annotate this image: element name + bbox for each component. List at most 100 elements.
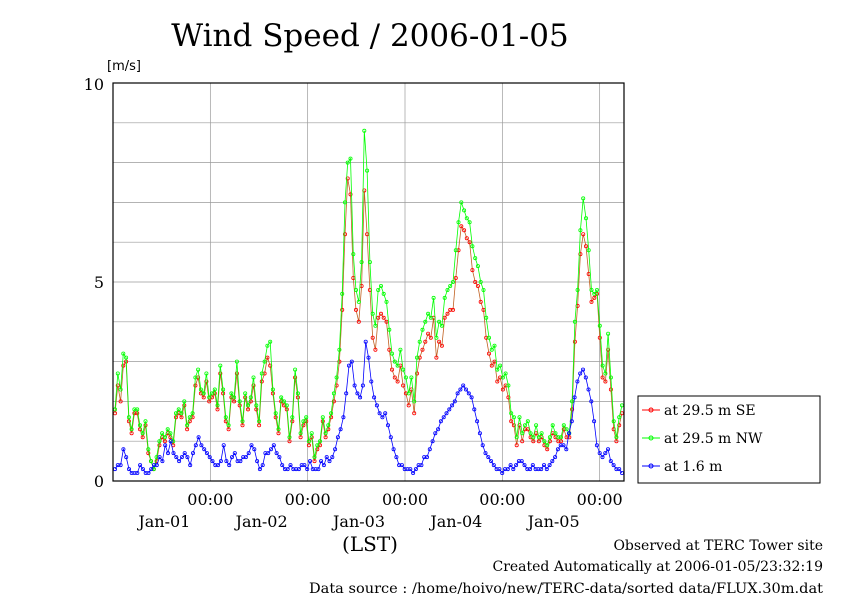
point-2-145 [516, 459, 521, 464]
point-2-53 [260, 463, 265, 468]
point-1-126 [462, 208, 467, 213]
point-1-54 [262, 359, 267, 364]
point-0-30 [196, 375, 201, 380]
point-2-23 [177, 459, 182, 464]
point-1-6 [129, 427, 134, 432]
point-2-85 [349, 359, 354, 364]
point-2-136 [491, 463, 496, 468]
point-2-73 [316, 467, 321, 472]
point-0-134 [484, 335, 489, 340]
point-0-128 [467, 240, 472, 245]
point-0-102 [395, 379, 400, 384]
point-0-79 [331, 399, 336, 404]
point-1-107 [409, 375, 414, 380]
point-2-16 [157, 455, 162, 460]
point-0-100 [389, 367, 394, 372]
point-2-3 [121, 447, 126, 452]
point-2-25 [182, 451, 187, 456]
point-0-3 [121, 363, 126, 368]
point-0-46 [240, 423, 245, 428]
point-0-6 [129, 431, 134, 436]
point-0-5 [126, 419, 131, 424]
point-1-153 [536, 435, 541, 440]
point-0-126 [462, 228, 467, 233]
point-1-97 [381, 291, 386, 296]
point-0-1 [115, 383, 120, 388]
point-1-33 [204, 371, 209, 376]
point-1-115 [431, 295, 436, 300]
point-1-113 [426, 311, 431, 316]
point-2-41 [227, 463, 232, 468]
point-2-99 [388, 435, 393, 440]
point-0-16 [157, 443, 162, 448]
point-1-109 [414, 355, 419, 360]
point-0-51 [254, 407, 259, 412]
point-2-149 [528, 467, 533, 472]
plot-frame [112, 82, 625, 482]
point-0-181 [614, 439, 619, 444]
point-1-44 [234, 359, 239, 364]
point-1-61 [281, 399, 286, 404]
point-1-167 [575, 287, 580, 292]
point-2-172 [592, 419, 597, 424]
point-2-111 [422, 455, 427, 460]
point-1-181 [614, 435, 619, 440]
point-0-130 [473, 279, 478, 284]
point-0-131 [475, 283, 480, 288]
point-0-28 [190, 415, 195, 420]
point-2-15 [154, 463, 159, 468]
point-1-131 [475, 264, 480, 269]
point-0-176 [600, 375, 605, 380]
point-0-173 [592, 295, 597, 300]
point-2-131 [477, 431, 482, 436]
point-1-20 [168, 431, 173, 436]
point-1-103 [398, 347, 403, 352]
point-0-161 [559, 439, 564, 444]
legend-marker-se [648, 407, 654, 413]
point-2-180 [614, 467, 619, 472]
point-0-175 [597, 335, 602, 340]
point-0-52 [257, 423, 262, 428]
point-1-160 [556, 435, 561, 440]
point-1-98 [384, 299, 389, 304]
point-2-158 [553, 455, 558, 460]
point-2-49 [249, 443, 254, 448]
point-2-2 [118, 463, 123, 468]
point-2-146 [519, 459, 524, 464]
point-1-52 [257, 419, 262, 424]
point-2-169 [583, 375, 588, 380]
point-0-112 [423, 339, 428, 344]
point-1-5 [126, 415, 131, 420]
point-2-101 [394, 455, 399, 460]
point-1-173 [592, 291, 597, 296]
point-1-93 [370, 311, 375, 316]
point-2-29 [193, 443, 198, 448]
point-0-72 [312, 459, 317, 464]
point-2-81 [338, 427, 343, 432]
point-0-116 [434, 355, 439, 360]
point-0-73 [315, 447, 320, 452]
point-1-28 [190, 411, 195, 416]
point-2-167 [578, 371, 583, 376]
point-0-68 [301, 423, 306, 428]
point-0-177 [603, 379, 608, 384]
point-2-39 [221, 443, 226, 448]
x-tick-time-2: 00:00 [382, 490, 428, 509]
point-0-76 [323, 435, 328, 440]
point-1-106 [406, 391, 411, 396]
point-0-144 [511, 423, 516, 428]
point-2-162 [564, 447, 569, 452]
point-1-134 [484, 315, 489, 320]
point-2-44 [235, 459, 240, 464]
point-1-58 [273, 411, 278, 416]
point-2-177 [606, 447, 611, 452]
point-0-151 [531, 439, 536, 444]
point-1-47 [243, 391, 248, 396]
point-1-172 [589, 287, 594, 292]
point-2-178 [608, 459, 613, 464]
point-2-156 [547, 463, 552, 468]
point-2-130 [475, 419, 480, 424]
point-2-20 [168, 439, 173, 444]
point-2-115 [433, 431, 438, 436]
point-2-74 [319, 459, 324, 464]
